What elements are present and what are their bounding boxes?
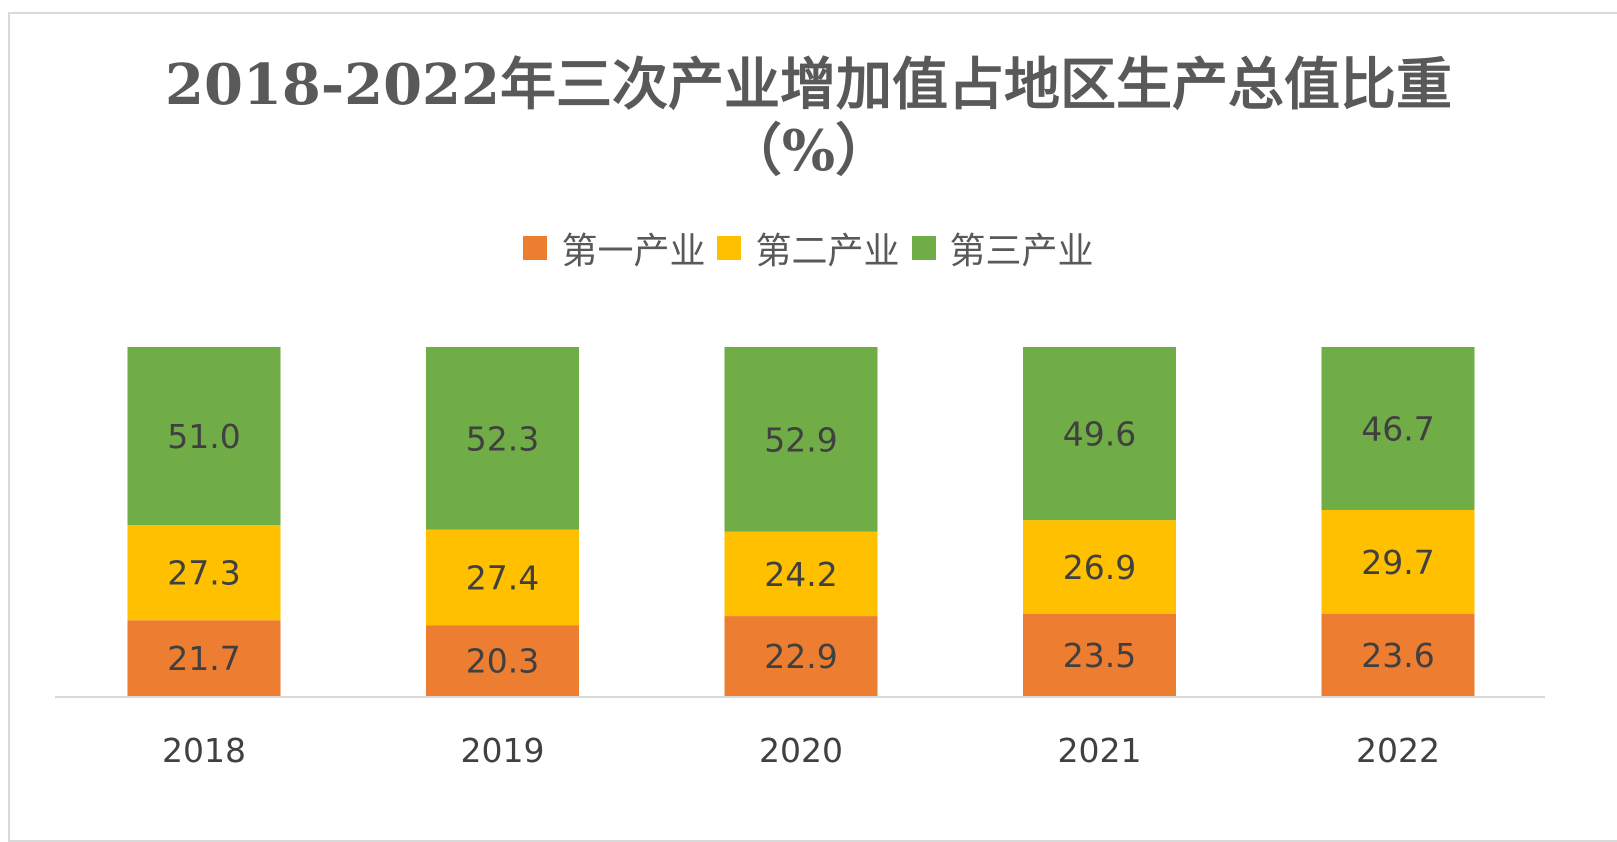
- bar-segment-2018-series-3: [127, 347, 281, 525]
- x-tick-label-2018: 2018: [162, 731, 246, 770]
- legend-label-secondary-industry: 第二产业: [755, 231, 900, 272]
- data-label-2022-series-1: 23.6: [1361, 636, 1434, 675]
- legend-item-tertiary-industry: 第三产业: [911, 222, 1094, 274]
- x-tick-label-2019: 2019: [461, 731, 545, 770]
- legend-swatch-tertiary-industry: [911, 236, 936, 260]
- legend-item-secondary-industry: 第二产业: [717, 222, 900, 274]
- data-label-2020-series-3: 52.9: [764, 420, 837, 459]
- legend: 第一产业 第二产业 第三产业: [0, 222, 1617, 274]
- x-tick-label-2020: 2020: [759, 731, 843, 770]
- data-label-2021-series-1: 23.5: [1063, 636, 1136, 675]
- data-label-2019-series-1: 20.3: [466, 642, 539, 681]
- bar-segment-2018-series-1: [127, 620, 281, 696]
- data-label-2018-series-2: 27.3: [167, 554, 240, 593]
- x-tick-label-2021: 2021: [1058, 731, 1142, 770]
- bar-segment-2020-series-3: [724, 347, 878, 532]
- bar-segment-2018-series-2: [127, 524, 281, 621]
- bar-segment-2019-series-3: [426, 347, 579, 530]
- data-label-2018-series-1: 21.7: [167, 639, 240, 678]
- bar-segment-2019-series-1: [426, 625, 579, 696]
- chart-title: 2018-2022年三次产业增加值占地区生产总值比重 （%）: [0, 52, 1617, 184]
- bar-segment-2019-series-2: [426, 529, 579, 626]
- data-label-2022-series-3: 46.7: [1361, 409, 1434, 448]
- bar-segment-2020-series-1: [724, 616, 878, 696]
- bar-segment-2021-series-1: [1023, 613, 1176, 696]
- data-label-2021-series-2: 26.9: [1063, 548, 1136, 587]
- legend-label-tertiary-industry: 第三产业: [949, 231, 1094, 272]
- bar-segment-2020-series-2: [724, 531, 878, 617]
- data-label-2018-series-3: 51.0: [167, 417, 240, 456]
- legend-swatch-primary-industry: [523, 236, 548, 260]
- data-label-2019-series-2: 27.4: [466, 558, 539, 597]
- data-label-2022-series-2: 29.7: [1361, 543, 1434, 582]
- bar-segment-2021-series-2: [1023, 520, 1176, 614]
- data-label-2020-series-2: 24.2: [764, 555, 837, 594]
- x-tick-label-2022: 2022: [1356, 731, 1440, 770]
- bar-segment-2022-series-1: [1321, 613, 1475, 696]
- bar-segment-2022-series-3: [1321, 347, 1475, 510]
- data-label-2019-series-3: 52.3: [466, 419, 539, 458]
- chart-title-line1: 2018-2022年三次产业增加值占地区生产总值比重: [165, 52, 1452, 118]
- chart-title-line2: （%）: [725, 118, 892, 184]
- legend-swatch-secondary-industry: [717, 236, 742, 260]
- legend-item-primary-industry: 第一产业: [523, 222, 705, 274]
- data-label-2021-series-3: 49.6: [1063, 415, 1136, 454]
- bar-segment-2022-series-2: [1321, 509, 1475, 614]
- legend-label-primary-industry: 第一产业: [561, 231, 706, 272]
- bar-segment-2021-series-3: [1023, 347, 1176, 521]
- data-label-2020-series-1: 22.9: [764, 637, 837, 676]
